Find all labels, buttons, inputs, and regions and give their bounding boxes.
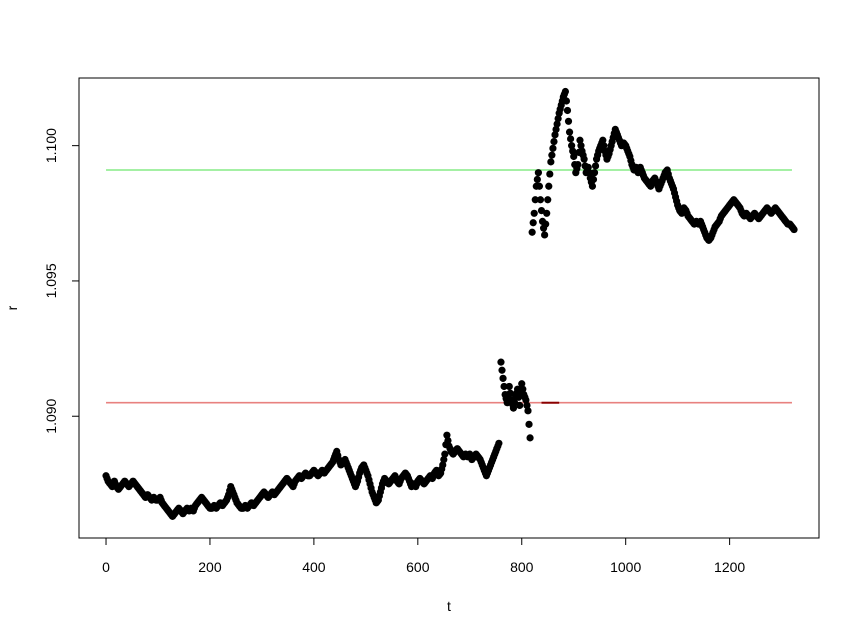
data-point — [440, 455, 448, 464]
data-point — [444, 436, 452, 445]
data-point — [542, 220, 550, 228]
data-point — [541, 231, 549, 239]
y-tick-label: 1.090 — [43, 398, 59, 433]
data-point — [584, 163, 592, 171]
data-point — [506, 389, 514, 397]
data-point — [589, 175, 598, 184]
data-point — [551, 131, 559, 139]
data-points — [102, 87, 798, 520]
data-point — [534, 169, 542, 177]
x-tick-label: 200 — [198, 559, 222, 575]
data-point — [565, 128, 574, 136]
data-point — [524, 407, 532, 415]
data-point — [499, 374, 507, 382]
data-point — [574, 160, 582, 169]
data-point — [439, 461, 447, 469]
x-tick-label: 400 — [302, 559, 326, 575]
x-axis: 0 200 400 600 800 1000 1200 — [102, 537, 745, 575]
data-point — [600, 142, 608, 150]
x-tick-label: 800 — [510, 559, 534, 575]
data-point — [563, 106, 572, 115]
data-point — [568, 142, 576, 150]
x-tick-label: 600 — [406, 559, 430, 575]
data-point — [549, 144, 557, 152]
data-point — [505, 382, 513, 391]
data-point — [500, 382, 508, 391]
data-point — [599, 136, 607, 144]
x-tick-label: 1200 — [714, 559, 745, 575]
x-axis-label: t — [447, 598, 451, 614]
data-point — [554, 114, 562, 123]
y-tick-label: 1.095 — [43, 263, 59, 298]
data-point — [497, 358, 505, 366]
data-point — [567, 135, 575, 143]
data-point — [577, 142, 585, 150]
x-tick-label: 0 — [102, 559, 110, 575]
data-point — [564, 117, 573, 125]
data-point — [547, 158, 555, 166]
data-point — [576, 136, 584, 144]
y-axis-label: r — [4, 305, 20, 310]
data-point — [533, 175, 541, 184]
data-point — [519, 385, 527, 393]
data-point — [526, 434, 534, 442]
data-point — [498, 366, 506, 374]
data-point — [561, 87, 570, 96]
data-point — [441, 450, 449, 458]
data-point — [525, 420, 533, 428]
data-point — [585, 169, 593, 177]
data-point — [516, 401, 524, 410]
data-point — [545, 182, 553, 190]
data-point — [591, 162, 600, 170]
data-point — [530, 209, 538, 217]
data-point — [536, 196, 545, 204]
data-point — [552, 125, 560, 134]
data-point — [529, 219, 537, 227]
y-tick-label: 1.100 — [43, 128, 59, 163]
data-point — [528, 228, 536, 236]
data-point — [580, 155, 588, 163]
data-point — [514, 385, 522, 393]
data-point — [588, 182, 597, 190]
data-point — [570, 152, 578, 161]
data-point — [548, 151, 556, 159]
x-tick-label: 1000 — [610, 559, 641, 575]
data-point — [522, 396, 530, 404]
data-point — [509, 404, 518, 412]
data-point — [790, 225, 798, 234]
data-point — [531, 196, 539, 204]
data-point — [546, 170, 554, 178]
data-point — [590, 169, 599, 177]
reference-lines — [106, 169, 792, 404]
data-point — [495, 439, 503, 447]
data-point — [550, 137, 558, 146]
data-point — [523, 401, 531, 410]
data-point — [443, 431, 451, 439]
data-point — [518, 380, 526, 388]
data-point — [553, 120, 561, 128]
data-point — [569, 147, 577, 155]
data-point — [562, 97, 571, 105]
y-axis: 1.090 1.095 1.100 — [43, 128, 80, 434]
data-point — [543, 209, 551, 217]
data-point — [535, 182, 544, 190]
data-point — [544, 196, 552, 204]
